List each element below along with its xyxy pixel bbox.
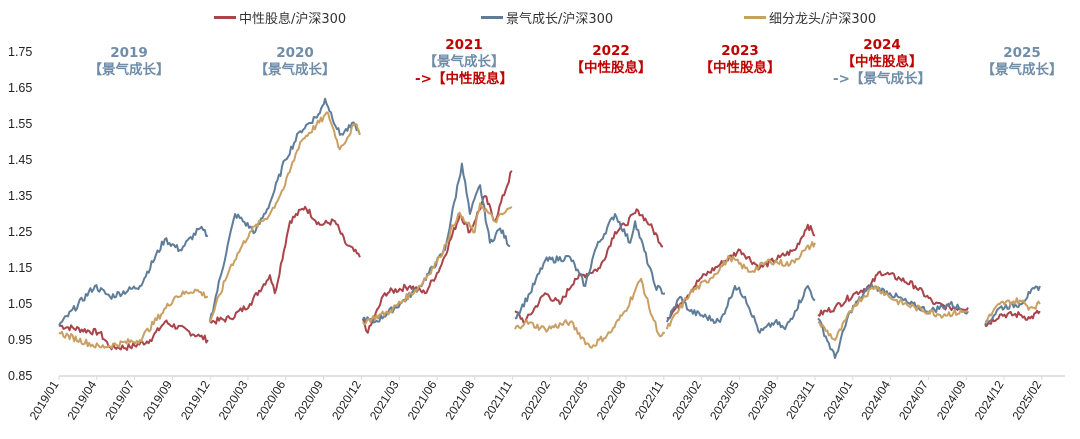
annotation-year: 2023 bbox=[721, 43, 759, 59]
annotation-year: 2022 bbox=[592, 43, 630, 59]
series-line-0-segment-2 bbox=[361, 170, 513, 334]
annotation-style: 【中性股息】 bbox=[699, 60, 781, 76]
series-line-0-segment-1 bbox=[209, 205, 361, 325]
x-tick-label: 2021/11 bbox=[481, 378, 516, 422]
series-line-1-segment-2 bbox=[362, 162, 511, 324]
series-line-1-segment-6 bbox=[984, 285, 1041, 326]
y-tick-label: 0.85 bbox=[8, 369, 32, 383]
x-tick-label: 2019/09 bbox=[140, 378, 175, 422]
x-tick-label: 2021/08 bbox=[442, 378, 477, 422]
x-tick-label: 2024/04 bbox=[858, 378, 893, 422]
annotation-year: 2020 bbox=[276, 45, 314, 61]
y-tick-label: 1.55 bbox=[8, 117, 32, 131]
series-line-0-segment-3 bbox=[514, 208, 663, 324]
annotation-style: 【景气成长】 bbox=[254, 62, 336, 78]
x-tick-label: 2022/08 bbox=[594, 378, 629, 422]
x-tick-label: 2019/12 bbox=[178, 378, 213, 422]
series-line-1-segment-0 bbox=[58, 225, 209, 327]
x-tick-label: 2024/12 bbox=[972, 378, 1007, 422]
year-annotation-2024: 2024 【中性股息】 ->【景气成长】 bbox=[833, 37, 931, 88]
series-line-0-segment-5 bbox=[817, 270, 969, 317]
series-line-2-segment-2 bbox=[362, 202, 513, 326]
series-line-0-segment-4 bbox=[666, 223, 816, 320]
y-tick-label: 1.15 bbox=[8, 261, 32, 275]
series-line-2-segment-5 bbox=[817, 285, 969, 341]
legend-swatch bbox=[481, 16, 503, 19]
series-line-2-segment-0 bbox=[58, 288, 209, 349]
year-annotation-2019: 2019 【景气成长】 bbox=[89, 45, 170, 79]
year-annotation-2025: 2025 【景气成长】 bbox=[982, 45, 1063, 79]
series-line-2-segment-3 bbox=[514, 277, 665, 349]
annotation-style: 【中性股息】 bbox=[841, 54, 923, 70]
legend-label: 景气成长/沪深300 bbox=[506, 12, 614, 27]
series-line-1-segment-5 bbox=[817, 283, 969, 359]
year-annotation-2020: 2020 【景气成长】 bbox=[255, 45, 336, 79]
annotation-style: 【景气成长】 bbox=[981, 62, 1063, 78]
x-tick-label: 2025/02 bbox=[1009, 378, 1044, 422]
year-annotation-2023: 2023 【中性股息】 bbox=[700, 43, 781, 77]
x-tick-label: 2022/02 bbox=[518, 378, 553, 422]
x-tick-label: 2023/05 bbox=[707, 378, 742, 422]
series-line-0-segment-6 bbox=[984, 309, 1041, 327]
series-line-2-segment-4 bbox=[665, 241, 816, 330]
series-line-1-segment-4 bbox=[665, 285, 816, 334]
x-tick-label: 2020/06 bbox=[253, 378, 288, 422]
x-tick-label: 2023/02 bbox=[669, 378, 704, 422]
legend-swatch bbox=[214, 16, 236, 19]
series-line-2-segment-6 bbox=[984, 297, 1041, 324]
series-line-1-segment-3 bbox=[514, 213, 666, 320]
x-tick-label: 2021/06 bbox=[405, 378, 440, 422]
x-tick-label: 2022/05 bbox=[556, 378, 591, 422]
y-tick-label: 1.05 bbox=[8, 297, 32, 311]
x-tick-label: 2023/08 bbox=[745, 378, 780, 422]
legend-swatch bbox=[744, 16, 766, 19]
annotation-style: 【中性股息】 bbox=[570, 60, 652, 76]
legend-item-growth: 景气成长/沪深300 bbox=[481, 8, 613, 27]
x-tick-label: 2024/07 bbox=[896, 378, 931, 422]
series-line-0-segment-0 bbox=[58, 319, 209, 351]
annotation-style: ->【中性股息】 bbox=[415, 71, 513, 87]
annotation-year: 2019 bbox=[110, 45, 148, 61]
x-tick-label: 2024/01 bbox=[820, 378, 855, 422]
y-tick-label: 1.35 bbox=[8, 189, 32, 203]
legend-label: 中性股息/沪深300 bbox=[239, 12, 347, 27]
year-annotation-2022: 2022 【中性股息】 bbox=[571, 43, 652, 77]
annotation-year: 2021 bbox=[445, 37, 483, 53]
y-tick-label: 1.45 bbox=[8, 153, 32, 167]
x-tick-label: 2021/03 bbox=[367, 378, 402, 422]
year-annotation-2021: 2021 【景气成长】 ->【中性股息】 bbox=[415, 37, 513, 88]
x-tick-label: 2019/01 bbox=[27, 378, 62, 422]
y-tick-label: 0.95 bbox=[8, 333, 32, 347]
x-tick-label: 2024/09 bbox=[934, 378, 969, 422]
series-line-2-segment-1 bbox=[208, 111, 361, 323]
legend-item-leader: 细分龙头/沪深300 bbox=[744, 8, 876, 27]
annotation-year: 2025 bbox=[1003, 45, 1041, 61]
x-tick-label: 2019/07 bbox=[102, 378, 137, 422]
x-tick-label: 2020/09 bbox=[291, 378, 326, 422]
annotation-year: 2024 bbox=[863, 37, 901, 53]
annotation-style: 【景气成长】 bbox=[423, 54, 505, 70]
legend-item-dividend: 中性股息/沪深300 bbox=[214, 8, 346, 27]
y-tick-label: 1.25 bbox=[8, 225, 32, 239]
x-tick-label: 2019/04 bbox=[64, 378, 99, 422]
legend-label: 细分龙头/沪深300 bbox=[769, 12, 877, 27]
annotation-style: ->【景气成长】 bbox=[833, 71, 931, 87]
x-tick-label: 2022/11 bbox=[632, 378, 667, 422]
x-tick-label: 2020/03 bbox=[216, 378, 251, 422]
x-tick-label: 2020/12 bbox=[329, 378, 364, 422]
y-tick-label: 1.75 bbox=[8, 45, 32, 59]
series-line-1-segment-1 bbox=[208, 97, 361, 323]
y-tick-label: 1.65 bbox=[8, 81, 32, 95]
x-tick-label: 2023/11 bbox=[783, 378, 818, 422]
annotation-style: 【景气成长】 bbox=[88, 62, 170, 78]
